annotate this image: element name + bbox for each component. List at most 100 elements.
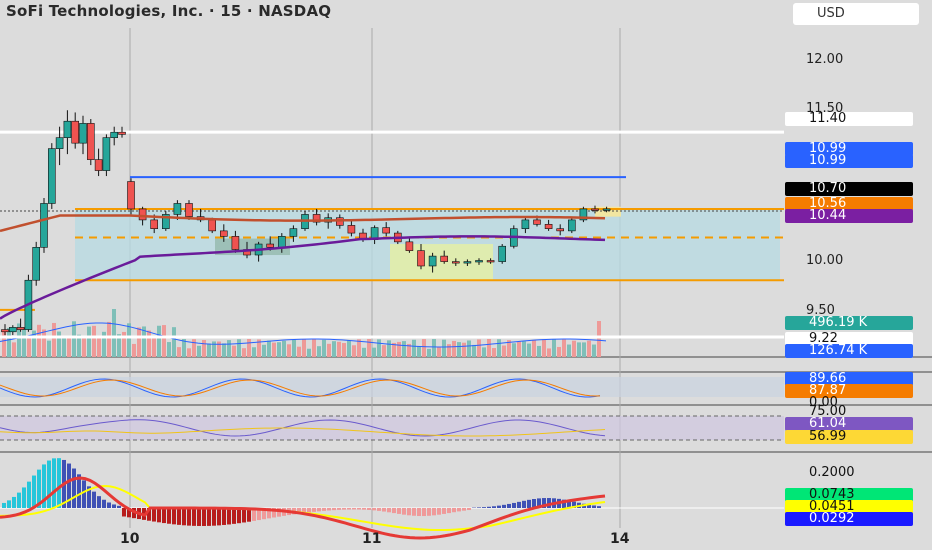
volume-bar-28	[142, 326, 146, 357]
macd-hist-bar-39	[197, 508, 201, 526]
macd-hist-bar-92	[462, 508, 466, 511]
price-label-ma-purple: 10.44	[785, 209, 913, 223]
macd-hist-bar-42	[212, 508, 216, 526]
candle-5	[40, 203, 48, 248]
candle-0	[1, 329, 9, 333]
price-tick-12: 12.00	[806, 52, 844, 67]
volume-bar-47	[237, 339, 241, 357]
price-tick-10: 10.00	[806, 253, 844, 268]
currency-selector[interactable]: USD	[793, 3, 919, 25]
volume-bar-55	[277, 342, 281, 357]
volume-bar-54	[272, 342, 276, 357]
candle-41	[417, 250, 425, 267]
macd-hist-bar-90	[452, 508, 456, 513]
volume-bar-82	[412, 339, 416, 357]
macd-hist-bar-16	[82, 480, 86, 508]
volume-bar-15	[77, 334, 81, 357]
candle-17	[138, 208, 147, 221]
candle-28	[266, 243, 275, 248]
candle-2	[16, 327, 25, 330]
macd-hist-bar-13	[67, 463, 71, 508]
macd-hist-bar-49	[247, 508, 251, 522]
volume-bar-24	[122, 331, 126, 357]
volume-bar-73	[367, 339, 371, 357]
candle-46	[475, 260, 483, 263]
candle-32	[312, 214, 321, 223]
macd-hist-bar-91	[457, 508, 461, 512]
macd-hist-bar-10	[52, 458, 56, 508]
volume-bar-41	[207, 343, 211, 357]
macd-hist-bar-38	[192, 508, 196, 526]
macd-hist-bar-71	[357, 508, 361, 510]
volume-bar-97	[487, 339, 491, 357]
macd-hist-bar-85	[427, 508, 431, 516]
macd-hist-bar-8	[42, 464, 46, 508]
macd-hist-bar-0	[2, 502, 6, 508]
volume-bar-75	[377, 339, 381, 357]
volume-bar-10	[52, 322, 56, 357]
price-tick-9-5: 9.50	[806, 303, 835, 318]
macd-hist-bar-43	[217, 508, 221, 526]
macd-hist-bar-48	[242, 508, 246, 523]
volume-bar-13	[67, 336, 71, 357]
volume-bar-26	[132, 343, 136, 357]
volume-bar-119	[597, 321, 601, 357]
macd-hist-bar-34	[172, 508, 176, 525]
candle-23	[208, 219, 216, 232]
x-tick-11: 11	[362, 531, 382, 547]
volume-bar-3	[17, 323, 21, 357]
volume-bar-12	[62, 335, 66, 357]
macd-hist-bar-66	[332, 508, 336, 511]
macd-hist-bar-76	[382, 508, 386, 512]
volume-bar-56	[282, 340, 286, 357]
macd-hist-bar-119	[597, 506, 601, 508]
candle-9	[71, 120, 79, 144]
macd-hist-bar-106	[532, 499, 536, 508]
macd-hist-bar-6	[32, 475, 36, 508]
macd-hist-bar-113	[567, 500, 571, 508]
volume-bar-110	[552, 339, 556, 357]
volume-bar-53	[267, 340, 271, 357]
volume-bar-30	[152, 337, 156, 357]
volume-bar-37	[187, 348, 191, 357]
ma-brown-line	[0, 214, 606, 233]
volume-bar-1	[7, 327, 11, 357]
volume-bar-72	[362, 347, 366, 357]
macd-hist-bar-47	[237, 508, 241, 524]
candle-12	[94, 159, 103, 171]
volume-bar-25	[127, 323, 131, 357]
macd-hist-bar-73	[367, 508, 371, 510]
volume-bar-103	[517, 341, 521, 357]
price-label-last: 10.70	[785, 182, 913, 196]
volume-bar-92	[462, 342, 466, 357]
volume-bar-19	[97, 338, 101, 357]
volume-bar-29	[147, 330, 151, 357]
macd-hist-bar-54	[272, 508, 276, 518]
rsi-line	[0, 419, 606, 437]
macd-hist-bar-68	[342, 508, 346, 510]
candle-35	[347, 225, 356, 234]
volume-bar-48	[242, 348, 246, 357]
volume-bar-93	[467, 340, 471, 357]
macd-hist-bar-96	[482, 507, 486, 508]
volume-bar-39	[197, 345, 201, 357]
candle-7	[55, 137, 64, 149]
rsi-label: 61.04	[785, 417, 913, 431]
volume-bar-81	[407, 343, 411, 357]
volume-bar-91	[457, 342, 461, 357]
macd-hist-bar-62	[312, 508, 316, 512]
candle-50	[521, 219, 530, 229]
macd-hist-bar-40	[202, 508, 206, 526]
macd-hist-bar-55	[277, 508, 281, 517]
volume-bar-89	[447, 344, 451, 357]
volume-bar-6	[32, 330, 36, 357]
macd-hist-bar-9	[47, 460, 51, 508]
chart-title: SoFi Technologies, Inc. · 15 · NASDAQ	[6, 2, 332, 20]
candle-8	[63, 120, 72, 138]
volume-bar-14	[72, 321, 76, 357]
volume-bar-85	[427, 348, 431, 357]
price-label-ma-brown: 10.56	[785, 197, 913, 211]
volume-bar-79	[397, 341, 401, 357]
